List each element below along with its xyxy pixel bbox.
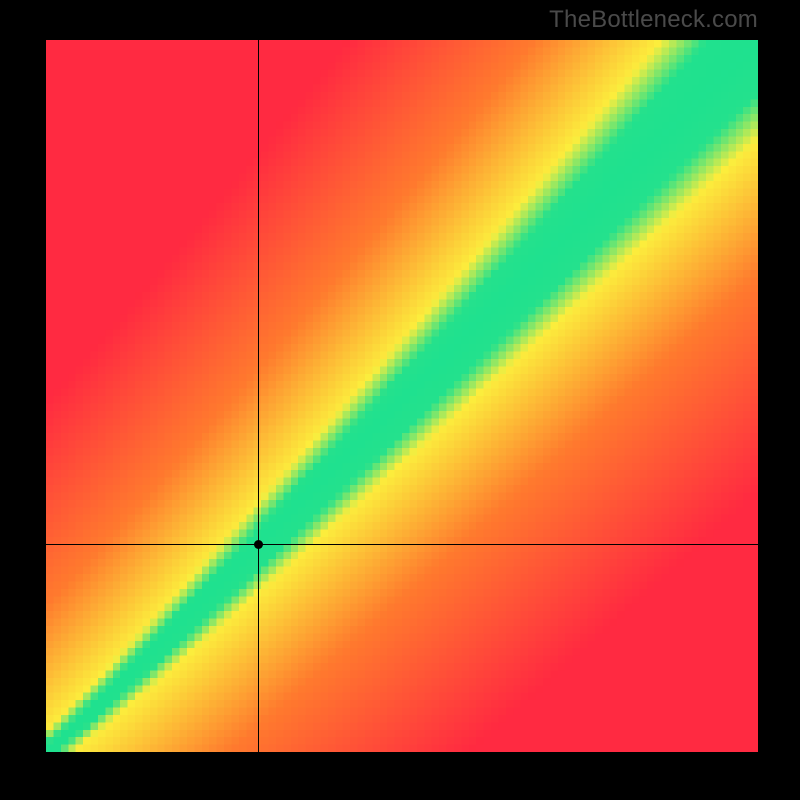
chart-frame: TheBottleneck.com [0, 0, 800, 800]
heatmap-plot [46, 40, 758, 752]
watermark-text: TheBottleneck.com [549, 6, 758, 34]
crosshair-horizontal [46, 544, 758, 545]
crosshair-vertical [258, 40, 259, 752]
heatmap-canvas [46, 40, 758, 752]
crosshair-marker [254, 540, 263, 549]
